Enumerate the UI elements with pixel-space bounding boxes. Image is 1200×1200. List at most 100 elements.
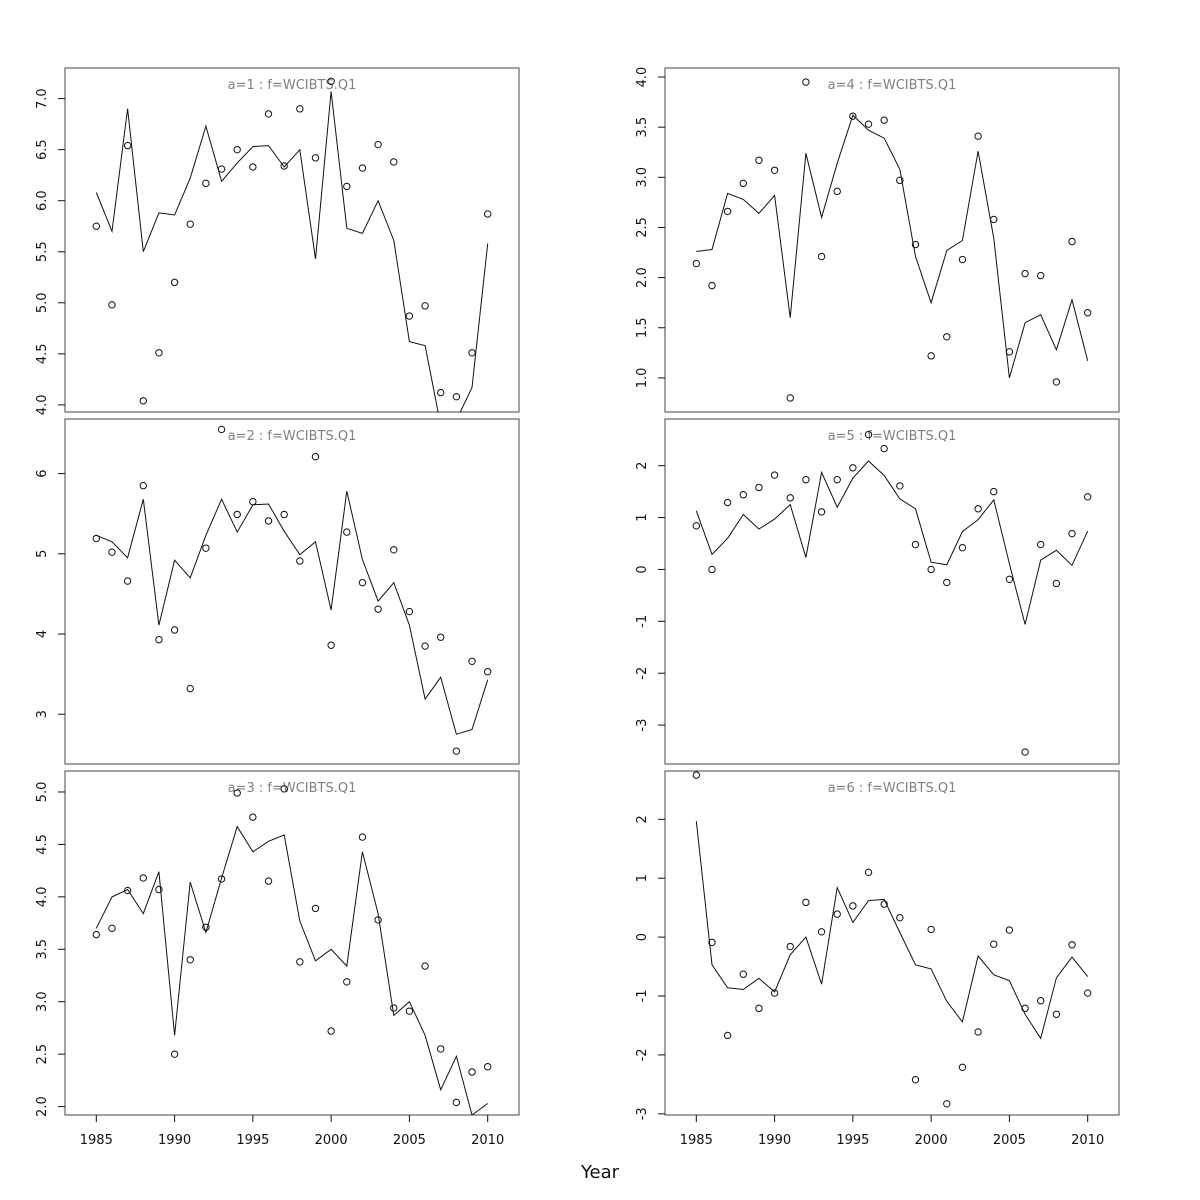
y-tick-label: -3 — [635, 1107, 650, 1120]
data-point — [280, 510, 288, 519]
y-tick-label: 0 — [635, 933, 650, 941]
y-tick-label: 4 — [35, 630, 50, 638]
data-point — [1052, 579, 1061, 588]
data-point — [1005, 575, 1014, 584]
data-point — [990, 487, 998, 496]
y-tick-label: 5 — [35, 550, 50, 558]
data-point — [958, 1063, 967, 1071]
data-point — [786, 942, 794, 951]
x-tick-label: 2000 — [315, 1133, 348, 1148]
panel-5: a=3 : f=WCIBTS.Q1 2.0 2.5 3.0 3.5 4.0 4.5 5.0 19… — [35, 770, 520, 1148]
data-point — [958, 543, 967, 552]
y-tick-label: 5.0 — [35, 292, 50, 313]
y-tick-label: 3 — [35, 710, 50, 718]
y-tick-label: 2.5 — [635, 217, 650, 238]
data-point — [802, 475, 810, 484]
data-point — [452, 1098, 461, 1107]
data-point — [202, 923, 210, 931]
data-point — [170, 626, 179, 634]
x-axis-title: Year — [580, 1162, 620, 1183]
data-point — [374, 605, 382, 613]
data-point — [170, 1050, 179, 1058]
y-tick-label: 2 — [635, 462, 650, 470]
panel-data — [692, 771, 1092, 1108]
fitted-line — [695, 821, 1089, 1040]
data-point — [311, 154, 320, 162]
data-point — [421, 962, 429, 970]
y-tick-label: 1.0 — [635, 368, 650, 389]
data-point — [264, 517, 273, 525]
data-point — [770, 471, 779, 479]
data-point — [817, 508, 826, 516]
y-tick-label: 4.5 — [35, 834, 50, 855]
data-point — [1005, 348, 1014, 356]
data-point — [880, 900, 888, 908]
data-point — [233, 145, 241, 154]
data-point — [1052, 378, 1061, 386]
data-point — [186, 956, 194, 964]
data-point — [833, 910, 841, 918]
data-point — [1037, 540, 1045, 549]
panel-frame — [64, 418, 520, 765]
data-point — [405, 312, 414, 320]
data-point — [421, 302, 429, 310]
data-point — [92, 534, 101, 543]
data-point — [974, 132, 982, 140]
y-tick-label: 3.5 — [35, 939, 50, 960]
data-point — [483, 210, 492, 218]
data-point — [343, 528, 351, 536]
data-point — [123, 577, 132, 585]
data-point — [170, 278, 179, 287]
x-tick-label: 2010 — [1071, 1133, 1104, 1148]
data-point — [483, 1063, 492, 1071]
data-point — [708, 938, 716, 947]
data-point — [108, 301, 116, 309]
data-point — [374, 916, 382, 924]
x-tick-label: 2005 — [993, 1133, 1026, 1148]
y-tick-label: 3.5 — [635, 117, 650, 138]
panel-title: a=6 : f=WCIBTS.Q1 — [828, 781, 957, 796]
data-point — [974, 505, 982, 513]
panel-data — [692, 78, 1092, 402]
data-point — [943, 1100, 951, 1108]
data-point — [864, 430, 873, 439]
data-point — [786, 494, 794, 502]
data-point — [405, 1007, 414, 1015]
data-point — [421, 642, 429, 650]
y-tick-label: 6 — [35, 469, 50, 477]
data-point — [280, 785, 288, 793]
y-tick-label: 2 — [635, 815, 650, 823]
data-point — [358, 833, 367, 841]
y-tick-label: -1 — [635, 990, 650, 1003]
data-point — [155, 635, 163, 644]
data-point — [264, 877, 273, 885]
x-tick-label: 1990 — [158, 1133, 191, 1148]
y-tick-label: 5.0 — [35, 782, 50, 803]
x-tick-label: 2010 — [471, 1133, 504, 1148]
data-point — [249, 497, 257, 506]
data-point — [108, 548, 116, 556]
data-point — [405, 607, 414, 616]
y-tick-label: 4.0 — [635, 67, 650, 88]
data-point — [343, 182, 351, 191]
data-point — [833, 187, 841, 196]
data-point — [911, 240, 920, 249]
y-tick-label: 1.5 — [635, 317, 650, 338]
data-point — [1083, 493, 1092, 501]
data-point — [958, 255, 967, 264]
data-point — [217, 425, 226, 434]
fitted-line — [95, 91, 489, 412]
data-point — [770, 989, 779, 997]
data-point — [990, 940, 998, 948]
panel-4: a=5 : f=WCIBTS.Q1 -3 -2 -1 0 1 2 — [635, 418, 1120, 765]
data-point — [452, 392, 461, 401]
data-point — [437, 633, 445, 641]
data-point — [927, 565, 935, 574]
data-point — [155, 885, 163, 894]
data-point — [943, 578, 951, 587]
data-point — [202, 544, 210, 552]
data-point — [390, 1004, 398, 1012]
data-point — [311, 904, 320, 913]
data-point — [1068, 529, 1076, 538]
data-point — [739, 970, 747, 978]
